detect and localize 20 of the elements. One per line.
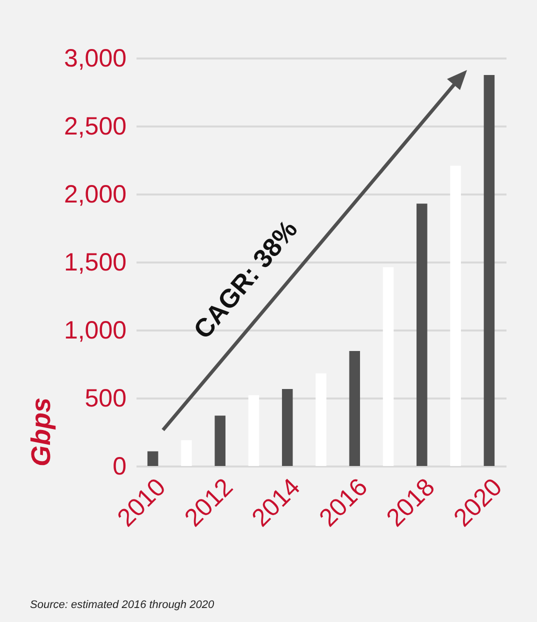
bar: [147, 451, 158, 466]
bar: [382, 267, 394, 466]
bar: [181, 440, 192, 466]
y-axis-title: Gbps: [26, 397, 56, 466]
bar: [248, 395, 260, 466]
bar: [450, 166, 461, 466]
bar: [316, 373, 326, 466]
y-tick-label: 1,000: [64, 316, 126, 344]
bar: [349, 350, 360, 466]
y-tick-label: 1,500: [64, 248, 126, 276]
source-note: Source: estimated 2016 through 2020: [30, 599, 215, 611]
y-tick-label: 2,000: [64, 180, 126, 208]
bar: [282, 389, 293, 466]
y-tick-label: 0: [112, 452, 126, 480]
y-tick-label: 500: [84, 384, 126, 412]
bar: [214, 416, 226, 466]
y-tick-label: 2,500: [64, 112, 126, 140]
bar: [484, 75, 495, 466]
bar: [416, 204, 428, 466]
y-tick-label: 3,000: [64, 44, 126, 72]
